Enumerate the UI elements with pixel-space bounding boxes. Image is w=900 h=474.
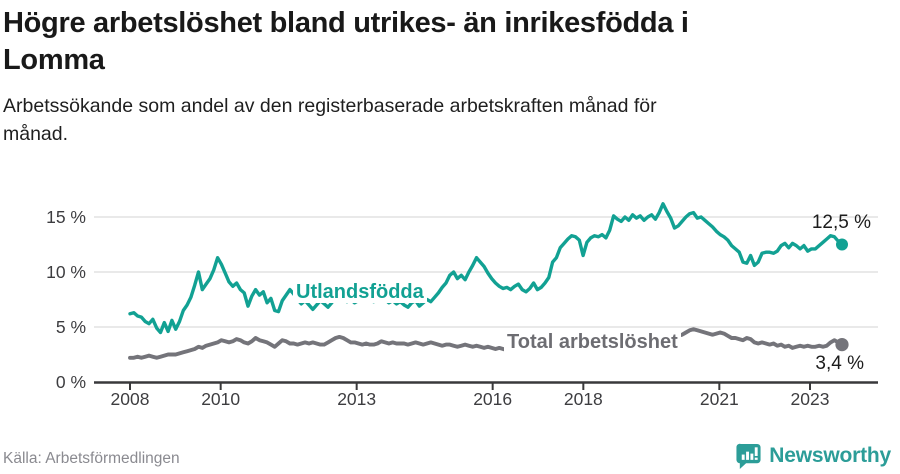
y-tick-label-5: 5 % [55, 317, 86, 337]
end-value-label-total-arbetsloshet: 3,4 % [815, 353, 864, 374]
line-series-total [128, 327, 844, 360]
newsworthy-logo-icon [736, 443, 761, 470]
series-label-total-arbetsloshet: Total arbetslöshet [504, 331, 681, 353]
newsworthy-wordmark: Newsworthy [769, 444, 891, 467]
chart-subtitle-line-2: månad. [3, 123, 69, 145]
x-tick-label-2023: 2023 [790, 389, 830, 409]
series-label-utlandsfodda: Utlandsfödda [293, 281, 427, 303]
y-tick-label-15: 15 % [46, 207, 86, 227]
x-tick-label-2013: 2013 [337, 389, 377, 409]
newsworthy-brand: Newsworthy [735, 442, 891, 470]
end-dot-total [835, 338, 849, 352]
x-tick-label-2010: 2010 [201, 389, 241, 409]
x-tick-label-2008: 2008 [110, 389, 150, 409]
y-tick-label-0: 0 % [55, 372, 86, 392]
chart-subtitle-line-1: Arbetssökande som andel av den registerb… [3, 95, 657, 117]
chart-title-line-2: Lomma [3, 44, 105, 76]
line-series-utlandsfodda [128, 202, 844, 335]
source-attribution: Källa: Arbetsförmedlingen [3, 450, 180, 467]
x-tick-label-2016: 2016 [473, 389, 513, 409]
chart-title-line-1: Högre arbetslöshet bland utrikes- än inr… [3, 7, 689, 39]
chart-subtitle: Arbetssökande som andel av den registerb… [3, 92, 863, 148]
chart-title: Högre arbetslöshet bland utrikes- än inr… [3, 5, 883, 79]
x-tick-label-2018: 2018 [563, 389, 603, 409]
y-tick-label-10: 10 % [46, 262, 86, 282]
end-value-label-utlandsfodda: 12,5 % [811, 212, 871, 233]
end-dot-utlandsfodda [836, 238, 848, 251]
x-tick-label-2021: 2021 [699, 389, 739, 409]
